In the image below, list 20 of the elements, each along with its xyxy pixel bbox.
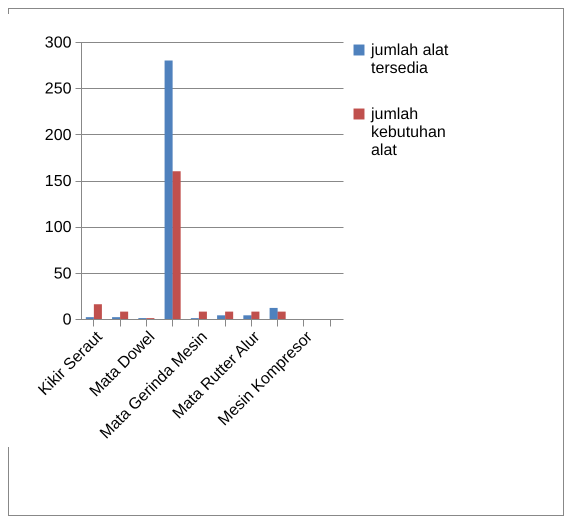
bar	[217, 315, 226, 319]
bar	[270, 308, 278, 319]
y-tick-label: 300	[44, 34, 72, 52]
y-tick-label: 150	[44, 173, 72, 190]
bar	[198, 312, 207, 319]
bar	[243, 315, 252, 319]
y-tick-label: 200	[44, 126, 72, 144]
y-tick-label: 50	[54, 265, 72, 282]
y-tick-label: 100	[44, 219, 72, 236]
bar	[225, 312, 234, 319]
bar	[278, 312, 286, 319]
bar	[164, 60, 173, 319]
legend-label: jumlah kebutuhan alat	[370, 106, 446, 159]
bar	[120, 312, 128, 319]
bar	[172, 171, 181, 319]
y-tick-label: 250	[44, 80, 72, 98]
bar	[94, 304, 102, 319]
y-tick-label: 0	[62, 312, 72, 328]
bar	[251, 312, 260, 319]
legend-label: jumlah alat tersedia	[370, 42, 449, 77]
